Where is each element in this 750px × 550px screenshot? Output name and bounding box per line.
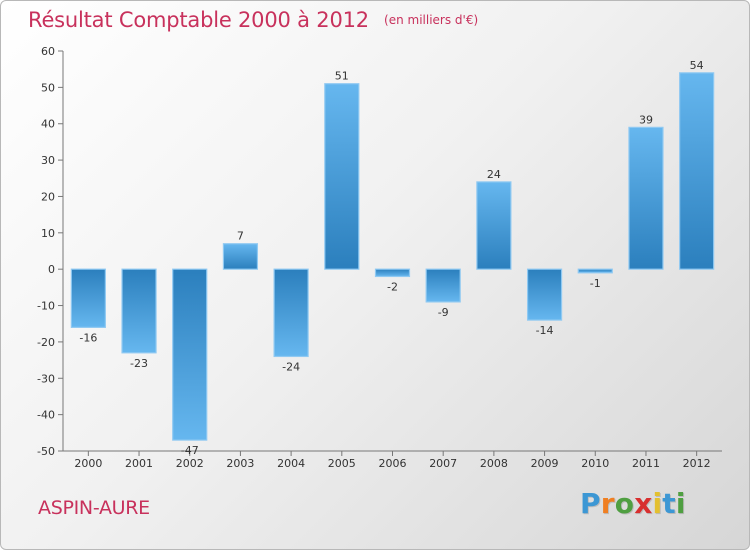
chart-title-main: Résultat Comptable 2000 à 2012 [28, 8, 369, 32]
data-label-2005: 51 [335, 70, 349, 83]
x-tick-label-2007: 2007 [429, 457, 457, 470]
y-tick-label-50: 50 [41, 81, 55, 94]
x-tick-label-2003: 2003 [226, 457, 254, 470]
chart-title: Résultat Comptable 2000 à 2012 (en milli… [28, 8, 478, 32]
data-label-2011: 39 [639, 113, 653, 126]
logo-letter-r: r [600, 487, 615, 520]
bar-2004 [273, 268, 309, 358]
data-label-2001: -23 [130, 357, 148, 370]
y-tick-label--20: -20 [37, 336, 55, 349]
label-layer: -16 -23 -47 7 -24 51 -2 -9 24 -14 -1 39 54 [79, 59, 703, 457]
y-tick-label-30: 30 [41, 154, 55, 167]
y-tick-label-20: 20 [41, 190, 55, 203]
y-tick-label-40: 40 [41, 118, 55, 131]
bar-2007 [425, 268, 461, 303]
x-tick-label-2005: 2005 [328, 457, 356, 470]
logo-letter-i1: i [652, 487, 663, 520]
y-tick-label-60: 60 [41, 45, 55, 58]
proxiti-logo: Proxiti [580, 487, 686, 520]
bar-2002 [172, 268, 208, 441]
data-label-2004: -24 [282, 360, 300, 373]
x-tick-label-2009: 2009 [531, 457, 559, 470]
y-tick-label-0: 0 [48, 263, 55, 276]
logo-letter-o: o [614, 487, 635, 520]
bar-2005 [324, 83, 360, 270]
data-label-2007: -9 [438, 306, 449, 319]
bar-2008 [476, 181, 512, 270]
x-tick-label-2001: 2001 [125, 457, 153, 470]
y-tick-label--40: -40 [37, 409, 55, 422]
logo-letter-t: t [662, 487, 676, 520]
data-label-2012: 54 [690, 59, 704, 72]
bar-2012 [679, 72, 715, 270]
y-tick-label--30: -30 [37, 372, 55, 385]
bar-layer [70, 72, 715, 441]
y-tick-label--50: -50 [37, 445, 55, 458]
data-label-2009: -14 [536, 324, 554, 337]
data-label-2006: -2 [387, 280, 398, 293]
data-label-2000: -16 [79, 331, 97, 344]
data-label-2002: -47 [181, 444, 199, 457]
bar-2011 [628, 126, 664, 270]
x-tick-label-2012: 2012 [683, 457, 711, 470]
x-tick-label-2010: 2010 [581, 457, 609, 470]
bar-2003 [222, 243, 259, 270]
logo-letter-p: P [580, 487, 601, 520]
commune-label: ASPIN-AURE [38, 497, 150, 519]
x-tick-label-2008: 2008 [480, 457, 508, 470]
logo-letter-x: x [634, 487, 653, 520]
chart-title-subtitle: (en milliers d'€) [384, 13, 479, 27]
bar-2010 [577, 268, 613, 274]
y-tick-label-10: 10 [41, 227, 55, 240]
logo-letter-i2: i [675, 487, 686, 520]
bar-2006 [374, 268, 411, 278]
x-tick-label-2002: 2002 [176, 457, 204, 470]
x-tick-label-2011: 2011 [632, 457, 660, 470]
y-tick-label--10: -10 [37, 300, 55, 313]
x-tick-label-2000: 2000 [74, 457, 102, 470]
data-label-2008: 24 [487, 168, 501, 181]
bar-2009 [526, 268, 563, 321]
bar-2001 [121, 268, 157, 354]
bar-2000 [70, 268, 106, 328]
data-label-2003: 7 [237, 230, 244, 243]
data-label-2010: -1 [590, 277, 601, 290]
x-tick-label-2006: 2006 [379, 457, 407, 470]
x-tick-label-2004: 2004 [277, 457, 305, 470]
